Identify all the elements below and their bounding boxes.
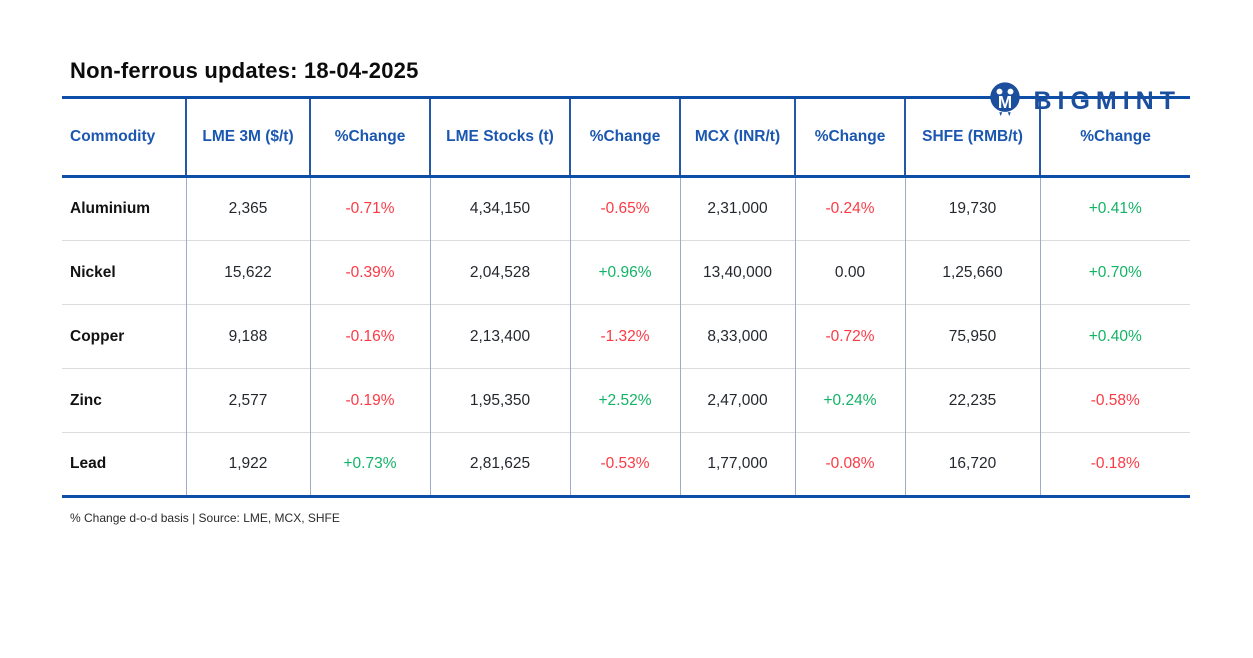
col-header-shfe-change: %Change [1039,97,1190,178]
col-header-lme-stocks: LME Stocks (t) [429,97,570,178]
commodity-name: Zinc [62,368,186,433]
shfe-value: 75,950 [904,304,1040,369]
col-header-commodity: Commodity [62,97,186,178]
mcx-change: -0.08% [794,432,905,497]
shfe-change: -0.58% [1039,368,1190,433]
page-title: Non-ferrous updates: 18-04-2025 [70,58,419,83]
mcx-value: 2,31,000 [679,176,795,241]
shfe-value: 19,730 [904,176,1040,241]
col-header-mcx-change: %Change [794,97,905,178]
lme-3m-value: 9,188 [185,304,310,369]
lme-stocks-change: -0.65% [569,176,680,241]
lme-3m-value: 1,922 [185,432,310,497]
mcx-change: 0.00 [794,240,905,305]
shfe-value: 1,25,660 [904,240,1040,305]
brand-logo: M BIGMINT [986,79,1181,124]
shfe-change: +0.41% [1039,176,1190,241]
header-row: Commodity LME 3M ($/t) %Change LME Stock… [62,97,1190,178]
table-row-copper: Copper 9,188 -0.16% 2,13,400 -1.32% 8,33… [62,304,1190,369]
col-header-lme-3m: LME 3M ($/t) [185,97,310,178]
mcx-value: 8,33,000 [679,304,795,369]
table-row-lead: Lead 1,922 +0.73% 2,81,625 -0.53% 1,77,0… [62,432,1190,497]
mcx-change: -0.72% [794,304,905,369]
table-row-aluminium: Aluminium 2,365 -0.71% 4,34,150 -0.65% 2… [62,176,1190,241]
commodity-name: Nickel [62,240,186,305]
table-row-zinc: Zinc 2,577 -0.19% 1,95,350 +2.52% 2,47,0… [62,368,1190,433]
lme-3m-change: -0.39% [309,240,430,305]
mcx-change: +0.24% [794,368,905,433]
col-header-lme-stocks-change: %Change [569,97,680,178]
lme-stocks-value: 4,34,150 [429,176,570,241]
bigmint-logo-icon: M [986,79,1024,124]
shfe-value: 22,235 [904,368,1040,433]
lme-stocks-value: 2,81,625 [429,432,570,497]
lme-stocks-value: 2,13,400 [429,304,570,369]
shfe-change: -0.18% [1039,432,1190,497]
commodity-name: Copper [62,304,186,369]
shfe-change: +0.40% [1039,304,1190,369]
commodity-price-table: Commodity LME 3M ($/t) %Change LME Stock… [62,96,1190,498]
table-row-nickel: Nickel 15,622 -0.39% 2,04,528 +0.96% 13,… [62,240,1190,305]
lme-stocks-value: 2,04,528 [429,240,570,305]
svg-text:M: M [998,93,1012,112]
col-header-lme-3m-change: %Change [309,97,430,178]
lme-3m-change: -0.71% [309,176,430,241]
lme-3m-change: +0.73% [309,432,430,497]
mcx-value: 2,47,000 [679,368,795,433]
lme-3m-value: 2,365 [185,176,310,241]
lme-3m-value: 2,577 [185,368,310,433]
mcx-change: -0.24% [794,176,905,241]
commodity-name: Lead [62,432,186,497]
shfe-change: +0.70% [1039,240,1190,305]
lme-stocks-change: -0.53% [569,432,680,497]
lme-stocks-change: -1.32% [569,304,680,369]
lme-stocks-change: +2.52% [569,368,680,433]
lme-3m-change: -0.19% [309,368,430,433]
shfe-value: 16,720 [904,432,1040,497]
lme-3m-change: -0.16% [309,304,430,369]
lme-stocks-change: +0.96% [569,240,680,305]
mcx-value: 13,40,000 [679,240,795,305]
footnote: % Change d-o-d basis | Source: LME, MCX,… [70,511,340,525]
col-header-mcx: MCX (INR/t) [679,97,795,178]
commodity-table-container: Commodity LME 3M ($/t) %Change LME Stock… [62,96,1190,498]
lme-3m-value: 15,622 [185,240,310,305]
brand-name: BIGMINT [1033,87,1181,115]
mcx-value: 1,77,000 [679,432,795,497]
commodity-name: Aluminium [70,200,151,217]
lme-stocks-value: 1,95,350 [429,368,570,433]
col-header-shfe: SHFE (RMB/t) [904,97,1040,178]
